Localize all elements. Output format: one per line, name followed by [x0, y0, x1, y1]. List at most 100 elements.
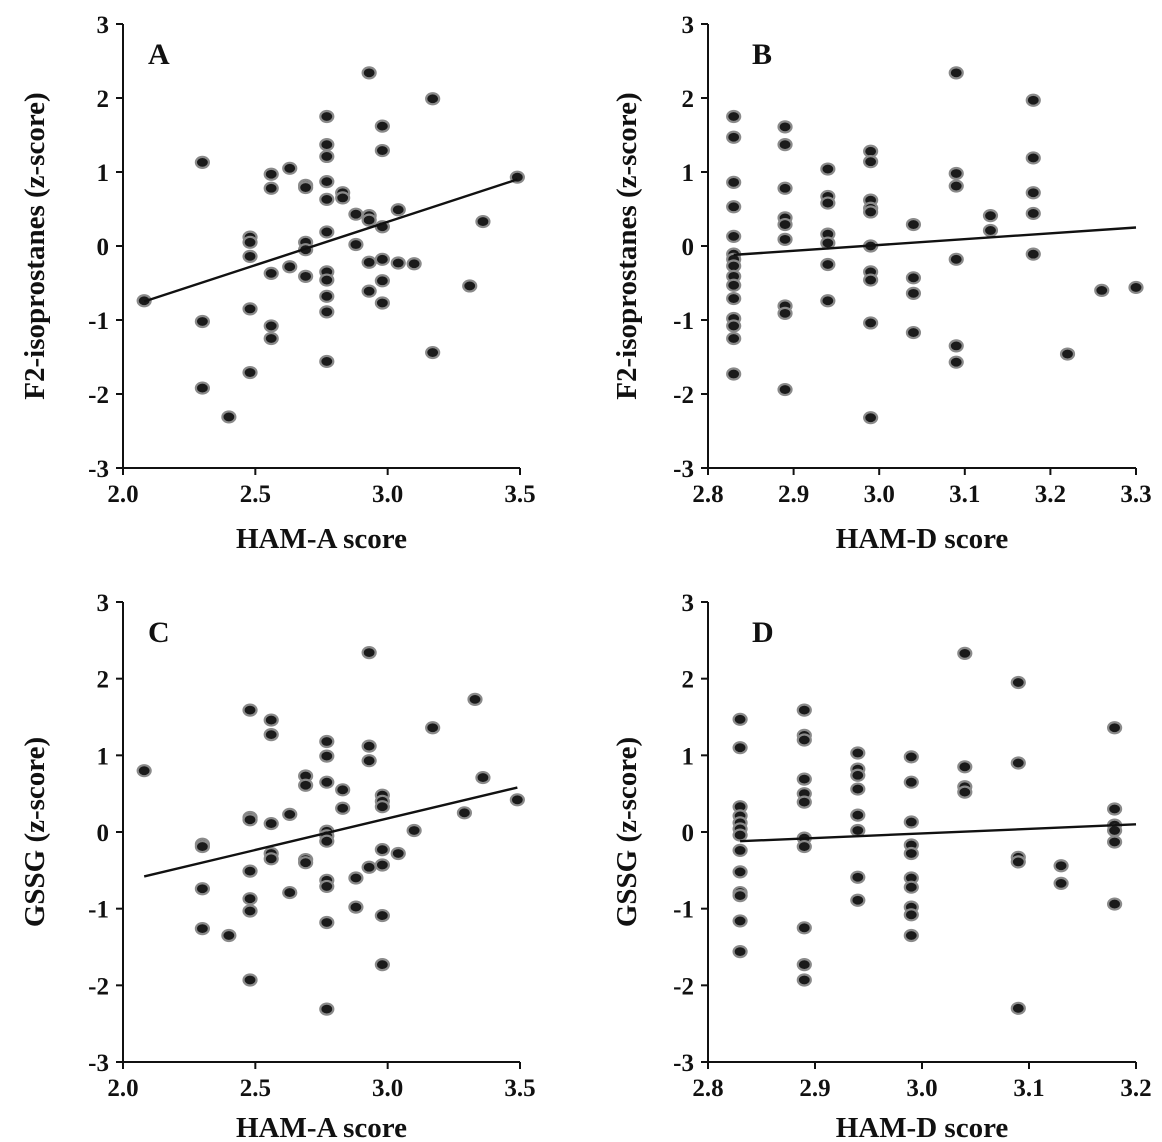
data-point: [242, 235, 258, 249]
data-point: [796, 839, 812, 854]
data-point: [905, 286, 922, 300]
data-point: [726, 278, 742, 292]
x-tick-label: 3.0: [906, 1075, 937, 1102]
data-point: [726, 291, 742, 306]
data-point: [475, 770, 491, 785]
data-point: [732, 712, 748, 726]
data-point: [319, 192, 335, 206]
data-point: [282, 807, 298, 821]
data-point: [361, 860, 377, 874]
data-point: [1106, 897, 1123, 911]
data-point: [796, 921, 812, 935]
data-point: [425, 345, 441, 360]
data-point: [319, 734, 335, 749]
data-point: [242, 703, 258, 717]
data-point: [726, 130, 742, 144]
x-axis-title: HAM-A score: [236, 523, 407, 555]
data-point: [948, 166, 964, 181]
y-tick-label: 0: [682, 234, 695, 261]
data-point: [1053, 859, 1069, 873]
data-point: [221, 410, 237, 424]
data-point: [1059, 347, 1076, 361]
data-point: [263, 852, 279, 866]
x-tick-label: 3.1: [949, 481, 980, 508]
panel-label: A: [148, 38, 170, 71]
data-point: [948, 339, 964, 353]
x-tick-label: 3.5: [504, 481, 535, 508]
data-point: [957, 785, 973, 799]
data-point: [820, 162, 836, 176]
data-point: [1025, 151, 1041, 165]
data-point: [1025, 93, 1041, 107]
data-point: [903, 908, 919, 922]
data-point: [361, 645, 377, 660]
data-point: [1106, 835, 1123, 849]
data-point: [1106, 721, 1123, 735]
panel-a: -3 -2 -1 0 1 2 3 2.0 2.5 3.0 3.5 HAM-A score F2-isop…: [19, 12, 536, 555]
y-tick-label: -3: [673, 1050, 694, 1077]
data-point: [850, 808, 866, 822]
data-point: [732, 914, 748, 928]
data-point: [361, 66, 377, 80]
data-point: [905, 271, 922, 285]
x-tick-label: 3.0: [864, 481, 895, 508]
x-tick-label: 3.1: [1013, 1075, 1044, 1102]
y-tick-label: -1: [88, 897, 109, 924]
y-tick-label: -1: [673, 308, 694, 335]
data-point: [298, 269, 314, 283]
data-point: [732, 865, 748, 879]
data-point: [374, 274, 390, 288]
data-point: [820, 196, 836, 210]
y-tick-label: 2: [682, 86, 695, 113]
data-point: [948, 179, 964, 193]
data-point: [374, 958, 390, 972]
data-point: [777, 306, 793, 320]
data-point: [242, 892, 258, 906]
y-tick-label: -2: [673, 382, 694, 409]
data-point: [406, 257, 422, 271]
data-point: [390, 203, 406, 217]
y-tick-label: 0: [682, 820, 695, 847]
x-tick-label: 2.5: [240, 1075, 271, 1102]
data-point: [796, 795, 812, 809]
data-point: [263, 331, 279, 346]
x-tick-label: 2.5: [240, 481, 271, 508]
data-point: [732, 944, 748, 959]
data-point: [863, 273, 879, 287]
data-point: [726, 319, 742, 333]
data-point: [1106, 802, 1123, 816]
data-point: [456, 806, 473, 820]
y-tick-label: 2: [682, 667, 695, 694]
data-point: [263, 266, 279, 280]
y-tick-label: -3: [673, 456, 694, 483]
data-point: [850, 782, 866, 796]
data-point: [374, 296, 390, 310]
data-point: [1025, 186, 1041, 200]
y-tick-label: -3: [88, 1050, 109, 1077]
data-point: [820, 257, 836, 272]
data-point: [348, 871, 364, 885]
data-point: [319, 1002, 335, 1016]
data-point: [1010, 756, 1026, 770]
data-point: [319, 225, 335, 239]
y-axis-title: F2-isoprostanes (z-score): [19, 92, 51, 399]
data-point: [361, 255, 377, 269]
y-tick-label: 1: [682, 160, 695, 187]
data-point: [335, 191, 351, 205]
data-point: [221, 928, 237, 943]
data-point: [406, 823, 422, 838]
data-point: [905, 325, 922, 340]
data-point: [282, 885, 298, 900]
data-point: [467, 692, 483, 706]
data-point: [957, 646, 973, 660]
x-tick-label: 3.0: [372, 1075, 403, 1102]
data-point: [726, 200, 742, 214]
data-point: [948, 66, 964, 80]
data-point: [1010, 675, 1026, 690]
panel-label: C: [148, 616, 170, 649]
x-axis-title: HAM-D score: [836, 1112, 1009, 1142]
data-point: [732, 741, 748, 755]
data-point: [948, 252, 964, 266]
data-point: [242, 365, 258, 380]
